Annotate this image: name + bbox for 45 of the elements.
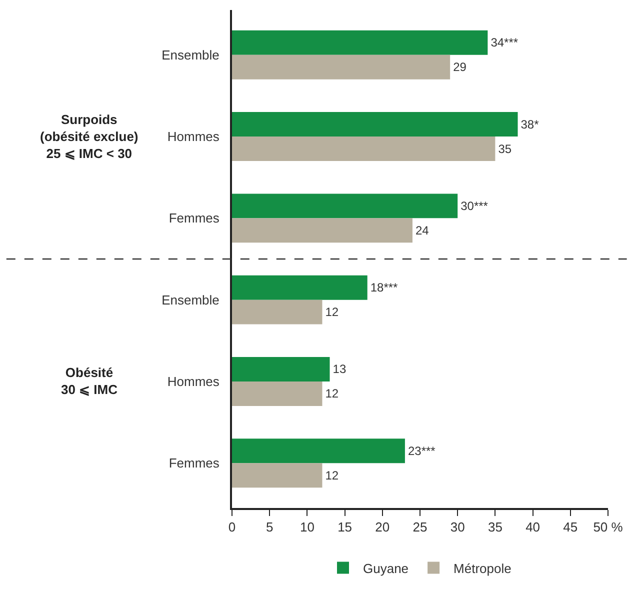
- x-tick-label: 40: [526, 520, 540, 535]
- bar: [232, 356, 330, 382]
- legend-label: Métropole: [454, 560, 512, 576]
- bar: [232, 275, 368, 300]
- y-tick-label: Hommes: [167, 374, 220, 390]
- bar: [232, 463, 322, 488]
- data-label: 18***: [370, 280, 398, 295]
- data-label: 38*: [520, 117, 540, 132]
- text: Surpoids (obésité exclue) 25 ⩽ IMC < 30: [40, 112, 138, 161]
- bar: [232, 30, 488, 55]
- legend-label: Guyane: [363, 560, 409, 576]
- data-label: 12: [325, 386, 339, 401]
- x-tick-label: 5: [266, 520, 274, 535]
- x-tick-label: 45: [563, 520, 578, 535]
- bar: [232, 112, 518, 137]
- bar: [232, 218, 412, 243]
- data-label: 30***: [460, 198, 488, 213]
- x-tick-label: 30: [450, 520, 465, 535]
- data-label: 34***: [490, 36, 518, 50]
- x-tick-label: 15: [338, 520, 352, 535]
- x-tick-label: 50 %: [593, 520, 624, 535]
- y-tick-label: Femmes: [168, 210, 220, 226]
- data-label: 13: [332, 362, 346, 376]
- data-label: 24: [415, 223, 430, 238]
- bar: [232, 381, 322, 406]
- y-tick-label: Femmes: [168, 456, 220, 471]
- x-tick-label: 0: [228, 520, 236, 535]
- bar: [232, 54, 450, 80]
- x-tick-label: 10: [300, 520, 314, 535]
- y-tick-label: Ensemble: [162, 292, 220, 308]
- y-tick-label: Hommes: [167, 129, 220, 144]
- bar: [232, 300, 322, 324]
- data-label: 29: [453, 60, 467, 74]
- bar: [232, 194, 458, 218]
- text: Obésité 30 ⩽ IMC: [61, 365, 118, 397]
- y-tick-label: Ensemble: [162, 47, 220, 62]
- data-label: 12: [325, 305, 339, 320]
- x-tick-label: 35: [488, 520, 502, 535]
- x-tick-label: 20: [375, 520, 390, 535]
- x-tick-label: 25: [412, 520, 428, 535]
- bar: [232, 438, 405, 464]
- bar: [232, 136, 496, 162]
- data-label: 35: [498, 142, 512, 156]
- data-label: 23***: [408, 444, 436, 458]
- data-label: 12: [325, 468, 339, 482]
